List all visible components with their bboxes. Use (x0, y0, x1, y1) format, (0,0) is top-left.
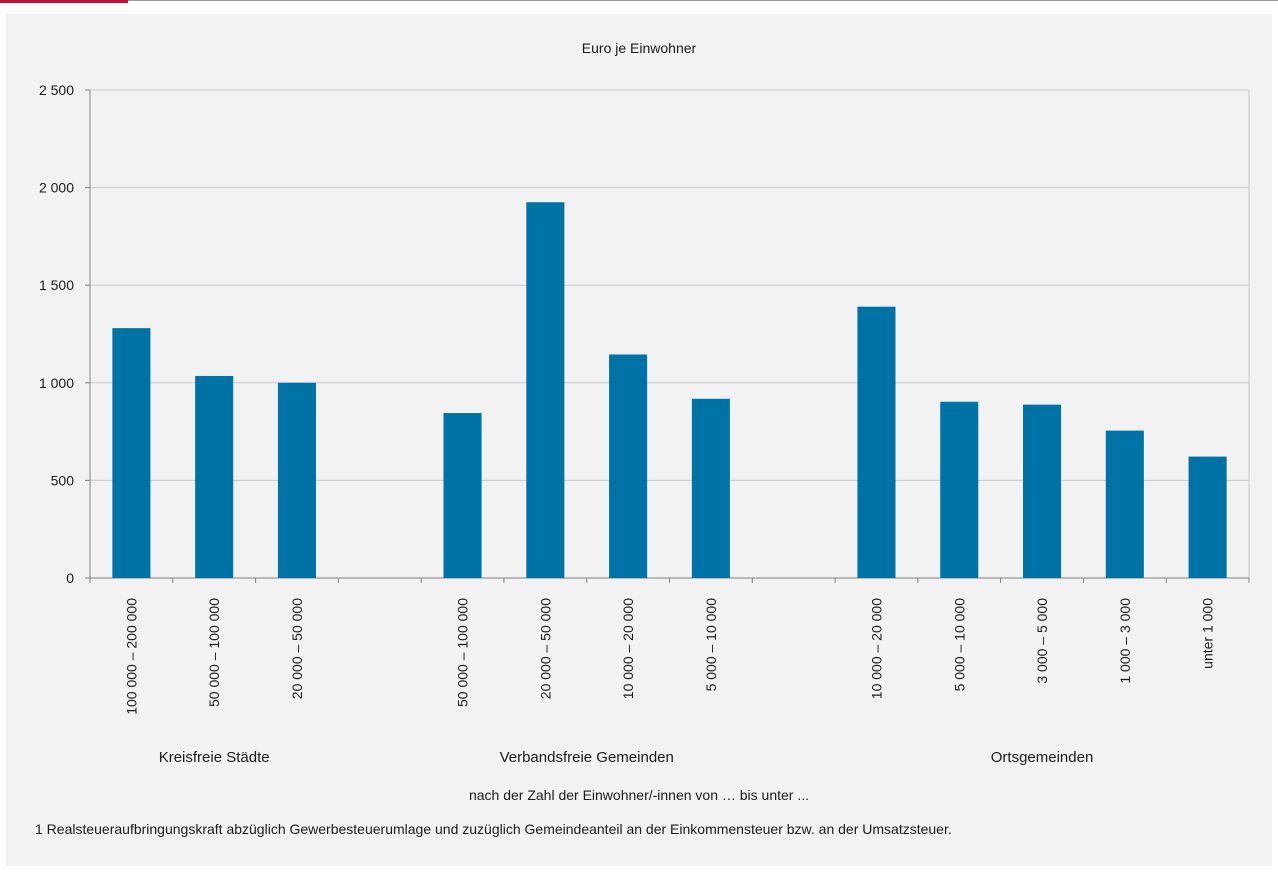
x-tick-label: 5 000 – 10 000 (951, 598, 967, 692)
x-tick-label: unter 1 000 (1200, 598, 1216, 669)
y-tick-label: 1 000 (39, 375, 74, 391)
y-tick-label: 2 000 (39, 180, 74, 196)
x-tick-label: 100 000 – 200 000 (123, 598, 139, 715)
x-tick-label: 10 000 – 20 000 (868, 598, 884, 699)
bar (443, 413, 482, 578)
bar (277, 382, 317, 578)
bar (940, 401, 979, 578)
y-tick-label: 0 (66, 570, 74, 586)
x-tick-label: 1 000 – 3 000 (1117, 598, 1133, 684)
bar (1105, 430, 1144, 578)
chart-unit-label: Euro je Einwohner (581, 40, 697, 56)
bar (1022, 404, 1062, 578)
axes (85, 89, 1250, 583)
top-rule (0, 0, 1278, 1)
bar (526, 202, 565, 579)
y-tick-label: 2 500 (39, 82, 74, 98)
brand-accent-bar (0, 0, 128, 3)
y-tick-label: 1 500 (39, 277, 74, 293)
group-label: Verbandsfreie Gemeinden (500, 749, 674, 766)
x-axis-label: nach der Zahl der Einwohner/-innen von …… (468, 787, 810, 803)
bar (691, 398, 730, 578)
x-tick-label: 10 000 – 20 000 (620, 598, 636, 699)
bar (857, 306, 896, 578)
bar (1188, 456, 1227, 578)
footnote: 1 Realsteueraufbringungskraft abzüglich … (35, 821, 952, 837)
tick-labels: 0 500 1 000 1 500 2 000 2 500 100 000 – 200 00… (39, 82, 1216, 766)
x-tick-label: 20 000 – 50 000 (537, 598, 553, 699)
gridlines (90, 89, 1250, 578)
group-label: Ortsgemeinden (991, 749, 1094, 766)
x-tick-label: 3 000 – 5 000 (1034, 598, 1050, 684)
group-label: Kreisfreie Städte (159, 749, 270, 766)
bar (112, 328, 151, 578)
bar (195, 375, 234, 578)
x-tick-label: 5 000 – 10 000 (703, 598, 719, 692)
x-tick-label: 20 000 – 50 000 (289, 598, 305, 699)
bars (112, 202, 1227, 579)
x-tick-label: 50 000 – 100 000 (206, 598, 222, 707)
y-tick-label: 500 (51, 472, 75, 488)
x-tick-label: 50 000 – 100 000 (455, 598, 471, 707)
bar (609, 354, 648, 578)
